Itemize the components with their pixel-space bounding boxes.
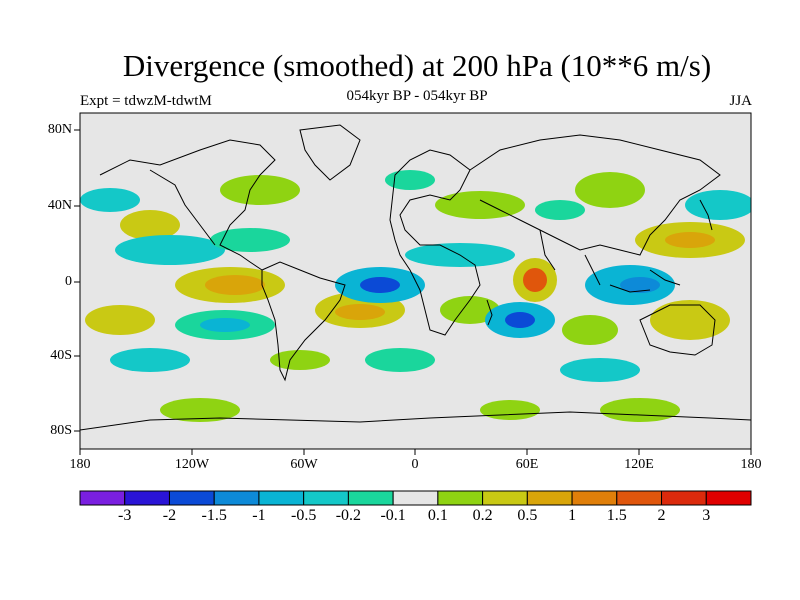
- lat-tick-80s: 80S: [50, 423, 72, 438]
- colorbar-swatch: [213, 490, 260, 506]
- colorbar-swatch: [124, 490, 170, 506]
- lat-tick-40s: 40S: [50, 348, 72, 363]
- season-label: JJA: [729, 93, 752, 109]
- colorbar-swatch: [705, 490, 752, 506]
- colorbar-label: -0.5: [290, 507, 317, 524]
- lon-tick-120e: 120E: [624, 457, 654, 472]
- colorbar-swatch: [347, 490, 394, 506]
- colorbar-label: 1.5: [606, 507, 627, 524]
- coastlines: [80, 124, 751, 431]
- colorbar-label: 3: [702, 507, 711, 524]
- lat-tick-0: 0: [65, 274, 72, 289]
- colorbar-swatch: [392, 490, 439, 506]
- colorbar-swatch: [168, 490, 215, 506]
- lon-tick-60e: 60E: [515, 457, 539, 472]
- colorbar-swatch: [482, 490, 528, 506]
- colorbar-swatch: [616, 490, 663, 506]
- colorbar-swatch: [79, 490, 126, 506]
- colorbar-label: 0.1: [427, 507, 448, 524]
- colorbar-swatch: [661, 490, 707, 506]
- colorbar-label: -3: [118, 507, 132, 524]
- colorbar-swatch: [571, 490, 618, 506]
- time-subtitle: 054kyr BP - 054kyr BP: [346, 88, 488, 104]
- map-title: Divergence (smoothed) at 200 hPa (10**6 …: [122, 48, 712, 83]
- colorbar-label: -0.1: [380, 507, 406, 524]
- lon-tick-60w: 60W: [290, 457, 318, 472]
- colorbar-label: 0.5: [517, 507, 538, 524]
- colorbar-label: 0.2: [472, 507, 493, 524]
- colorbar-label: -2: [162, 507, 177, 524]
- colorbar-swatch: [258, 490, 305, 506]
- experiment-label: Expt = tdwzM-tdwtM: [80, 93, 212, 109]
- divergence-field: [80, 170, 751, 422]
- colorbar-label: -0.2: [335, 507, 362, 524]
- lat-tick-40n: 40N: [47, 198, 72, 213]
- lat-tick-80n: 80N: [47, 122, 72, 137]
- colorbar-label: 1: [568, 507, 577, 524]
- colorbar-swatch: [526, 490, 573, 506]
- lon-tick-0: 0: [411, 457, 419, 472]
- colorbar-label: -1.5: [201, 507, 227, 524]
- colorbar-label: 2: [657, 507, 666, 524]
- axis-ticks: [74, 129, 752, 455]
- lon-tick-180e: 180: [740, 457, 762, 472]
- colorbar: [79, 490, 752, 506]
- lon-tick-180w: 180: [69, 457, 91, 472]
- colorbar-swatch: [437, 490, 484, 506]
- colorbar-swatch: [303, 490, 349, 506]
- colorbar-label: -1: [252, 507, 266, 524]
- lon-tick-120w: 120W: [174, 457, 210, 472]
